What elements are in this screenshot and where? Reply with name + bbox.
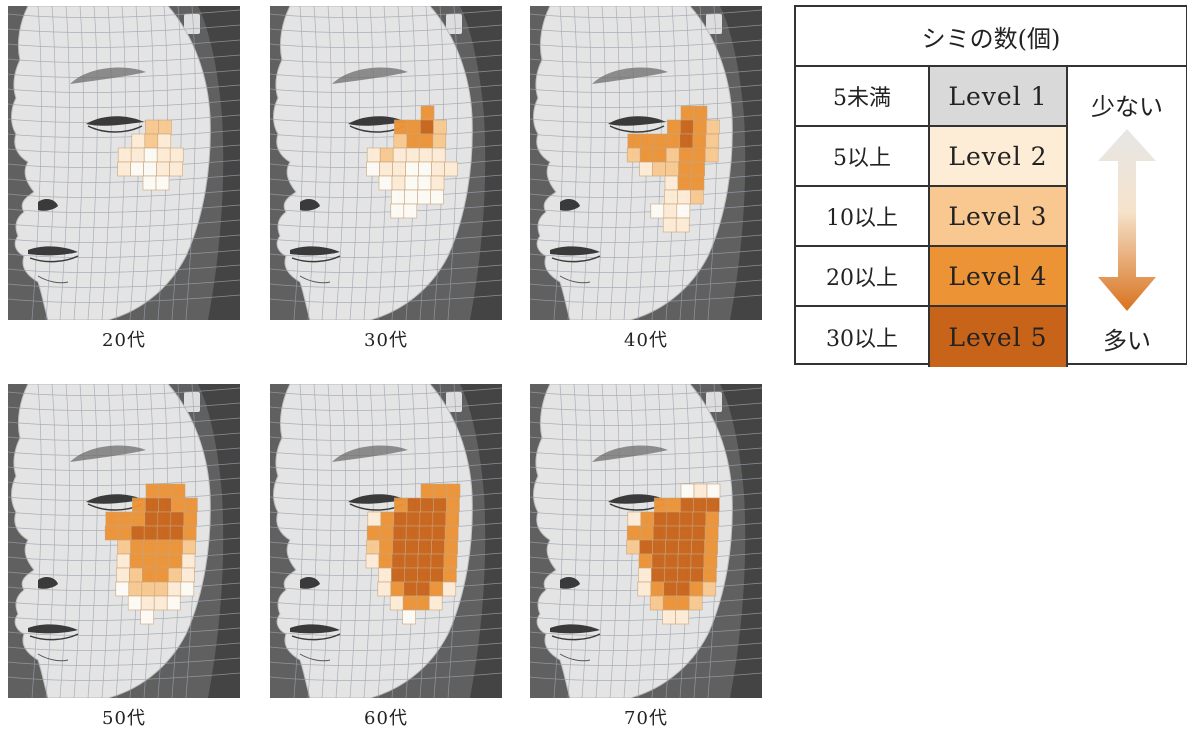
legend-count: 30以上 bbox=[796, 307, 930, 367]
legend-arrow-column: 少ない 多い bbox=[1068, 67, 1186, 363]
legend-level: Level 4 bbox=[930, 247, 1068, 305]
face-panel-70s: 70代 bbox=[530, 384, 762, 730]
legend-level: Level 3 bbox=[930, 187, 1068, 245]
age-label: 40代 bbox=[624, 330, 668, 351]
face-panel-20s: 20代 bbox=[8, 6, 240, 352]
face-map-70s bbox=[530, 384, 762, 698]
legend-level: Level 5 bbox=[930, 307, 1068, 367]
face-panel-40s: 40代 bbox=[530, 6, 762, 352]
legend-row: 30以上 Level 5 bbox=[796, 307, 1068, 367]
legend-title: シミの数(個) bbox=[796, 7, 1186, 67]
age-label: 30代 bbox=[364, 330, 408, 351]
face-map-30s bbox=[270, 6, 502, 320]
legend-count: 5未満 bbox=[796, 67, 930, 125]
legend-row: 10以上 Level 3 bbox=[796, 187, 1068, 247]
face-panel-30s: 30代 bbox=[270, 6, 502, 352]
face-panel-50s: 50代 bbox=[8, 384, 240, 730]
legend-level: Level 2 bbox=[930, 127, 1068, 185]
few-label: 少ない bbox=[1091, 93, 1163, 121]
many-label: 多い bbox=[1103, 327, 1151, 355]
legend-row: 5未満 Level 1 bbox=[796, 67, 1068, 127]
legend-count: 10以上 bbox=[796, 187, 930, 245]
legend-table: シミの数(個) 5未満 Level 1 5以上 Level 2 10以上 Lev… bbox=[794, 5, 1187, 367]
face-panel-60s: 60代 bbox=[270, 384, 502, 730]
age-label: 70代 bbox=[624, 708, 668, 729]
face-map-20s bbox=[8, 6, 240, 320]
legend-row: 5以上 Level 2 bbox=[796, 127, 1068, 187]
face-map-40s bbox=[530, 6, 762, 320]
legend-row: 20以上 Level 4 bbox=[796, 247, 1068, 307]
face-map-60s bbox=[270, 384, 502, 698]
face-map-50s bbox=[8, 384, 240, 698]
legend-count: 20以上 bbox=[796, 247, 930, 305]
age-label: 20代 bbox=[102, 330, 146, 351]
double-arrow-icon bbox=[1098, 129, 1156, 311]
legend-level: Level 1 bbox=[930, 67, 1068, 125]
age-label: 50代 bbox=[102, 708, 146, 729]
age-label: 60代 bbox=[364, 708, 408, 729]
legend-count: 5以上 bbox=[796, 127, 930, 185]
